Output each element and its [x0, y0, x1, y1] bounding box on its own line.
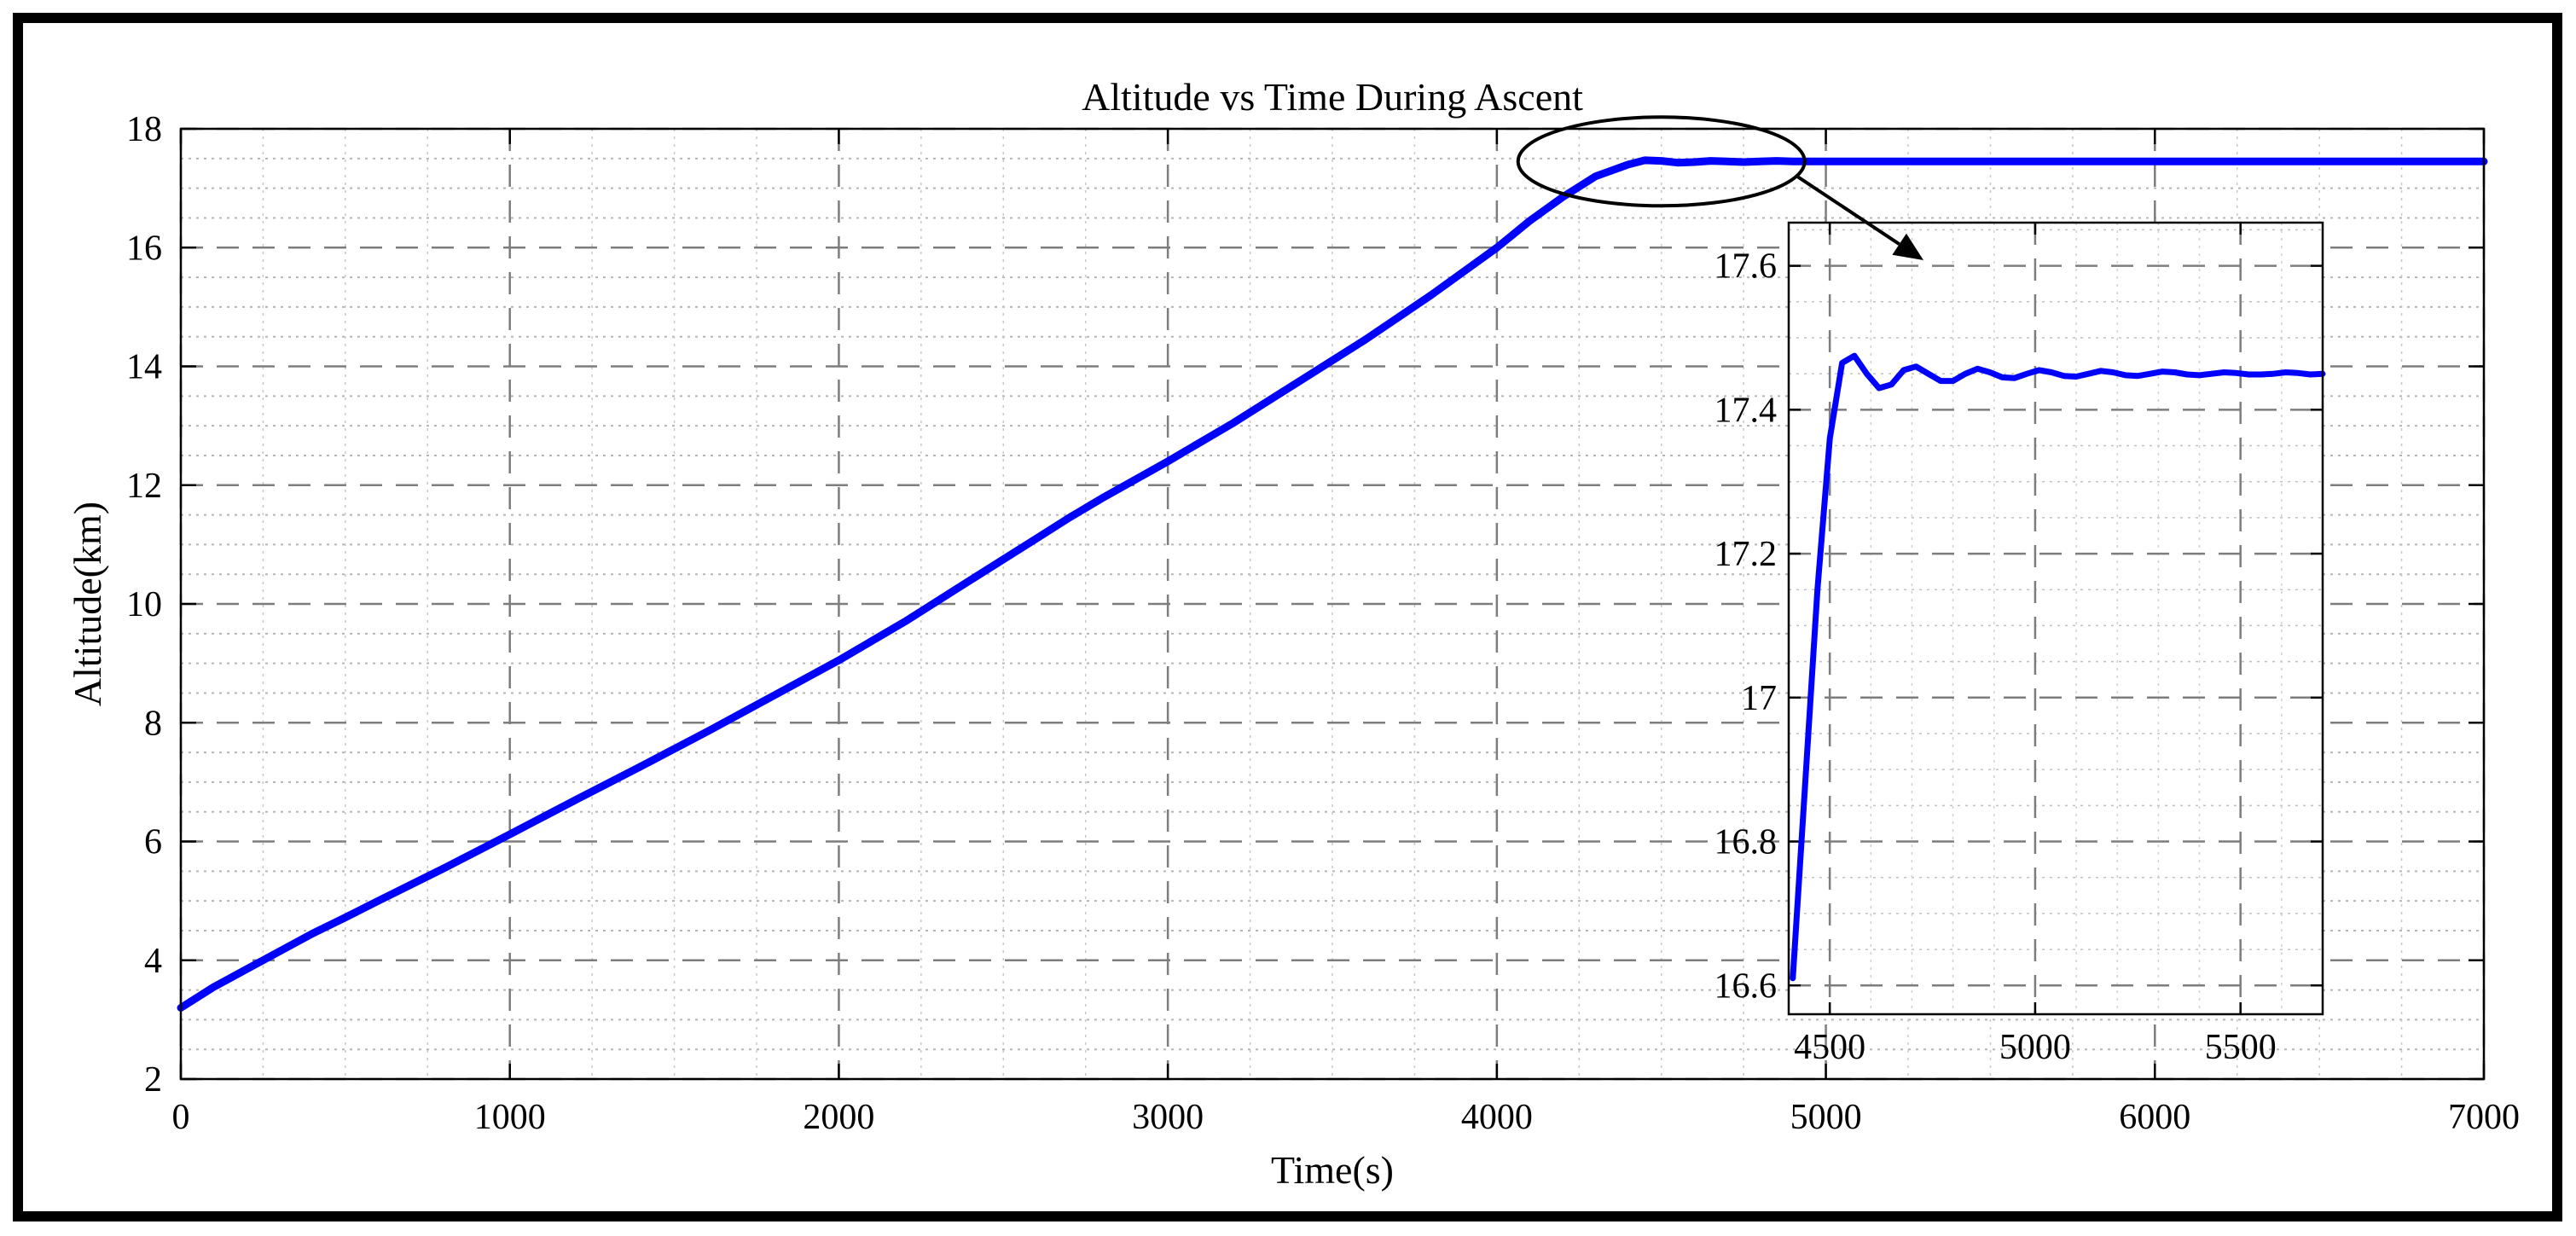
inset-y-tick-label: 17: [1741, 679, 1777, 718]
inset-y-tick-label: 17.4: [1714, 391, 1778, 430]
inset-y-tick-label: 17.6: [1714, 247, 1778, 287]
main-y-tick-label: 2: [144, 1060, 162, 1100]
main-x-tick-label: 0: [172, 1098, 190, 1137]
inset-background: [1789, 223, 2323, 1014]
main-y-tick-label: 10: [126, 585, 162, 624]
inset-y-tick-label: 16.8: [1714, 823, 1778, 862]
inset-y-tick-label: 16.6: [1714, 966, 1778, 1006]
main-x-tick-label: 3000: [1132, 1098, 1204, 1137]
inset-y-tick-label: 17.2: [1714, 535, 1778, 574]
main-y-tick-label: 6: [144, 823, 162, 862]
main-y-tick-label: 4: [144, 942, 162, 981]
inset-ticks: [1789, 223, 2323, 1014]
x-axis-label: Time(s): [1271, 1148, 1394, 1192]
main-series-line: [177, 156, 2488, 1012]
main-x-tick-labels: 0 1000 2000 3000 4000 5000 6000 7000: [172, 1098, 2521, 1137]
main-x-tick-label: 7000: [2448, 1098, 2520, 1137]
main-x-tick-label: 2000: [803, 1098, 874, 1137]
zoom-arrow-head: [1892, 233, 1923, 260]
inset-y-tick-labels: 16.6 16.8 17 17.2 17.4 17.6: [1714, 247, 1778, 1007]
zoom-arrow-shaft: [1796, 175, 1900, 246]
inset-x-tick-label: 4500: [1794, 1028, 1865, 1067]
inset-x-tick-label: 5500: [2205, 1028, 2277, 1067]
inset-chart: 4500 5000 5500 16.6 16.8 17 17.2 17.4 17.6: [1714, 221, 2326, 1067]
zoom-highlight-ellipse: [1516, 115, 1807, 208]
main-x-tick-label: 1000: [474, 1098, 546, 1137]
main-x-tick-label: 4000: [1461, 1098, 1533, 1137]
main-y-tick-labels: 2 4 6 8 10 12 14 16 18: [126, 110, 162, 1100]
chart-title: Altitude vs Time During Ascent: [1082, 75, 1583, 119]
inset-series-line: [1790, 352, 2326, 982]
inset-x-tick-labels: 4500 5000 5500: [1794, 1028, 2277, 1067]
main-y-tick-label: 16: [126, 229, 162, 268]
main-y-tick-label: 12: [126, 467, 162, 506]
zoom-arrow: [1796, 175, 1923, 260]
inset-x-tick-label: 5000: [1999, 1028, 2071, 1067]
y-axis-label: Altitude(km): [66, 502, 109, 706]
figure-frame: [13, 13, 2562, 1221]
main-y-tick-label: 8: [144, 704, 162, 743]
inset-axes-box: [1787, 221, 2324, 1016]
main-x-tick-label: 6000: [2119, 1098, 2190, 1137]
main-y-tick-label: 18: [126, 110, 162, 149]
main-axes-box: [179, 127, 2486, 1081]
main-y-tick-label: 14: [126, 348, 162, 387]
main-x-tick-label: 5000: [1790, 1098, 1862, 1137]
